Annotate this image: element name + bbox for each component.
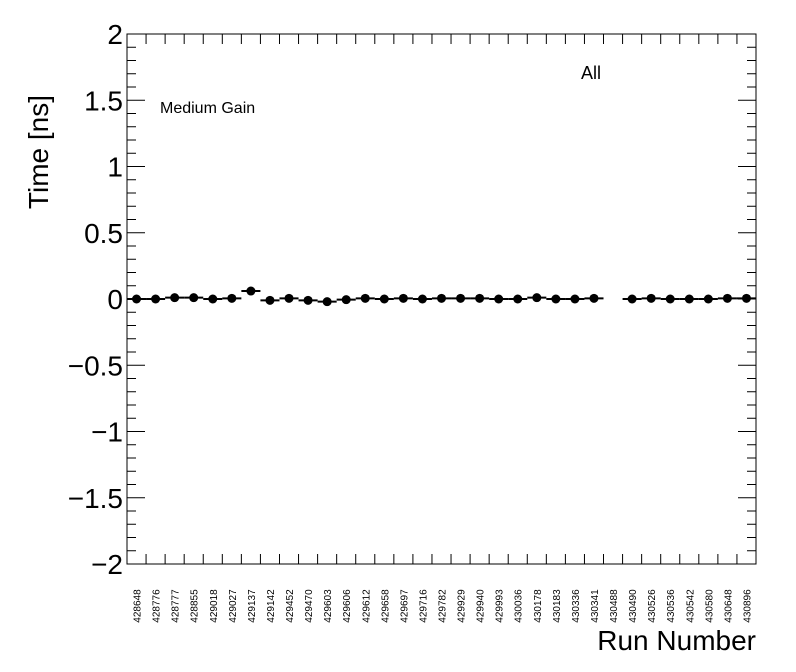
annotation: All (581, 63, 601, 83)
marker (284, 293, 294, 303)
x-tick-label: 429782 (438, 589, 449, 623)
marker (398, 293, 408, 303)
x-tick-label: 429658 (380, 589, 391, 623)
y-tick-label: 2 (107, 19, 123, 50)
x-tick-label: 430183 (552, 589, 563, 623)
marker (551, 294, 561, 304)
x-tick-label: 430896 (742, 589, 753, 623)
marker (665, 294, 675, 304)
marker (151, 294, 161, 304)
x-tick-label: 430178 (533, 589, 544, 623)
marker (627, 294, 637, 304)
x-tick-label: 429142 (266, 589, 277, 623)
x-tick-label: 430488 (609, 589, 620, 623)
marker (208, 294, 218, 304)
x-tick-label: 430336 (571, 589, 582, 623)
marker (684, 294, 694, 304)
marker (360, 293, 370, 303)
x-tick-label: 429027 (228, 589, 239, 623)
y-tick-label: −2 (91, 549, 123, 580)
marker (303, 295, 313, 305)
marker (513, 294, 523, 304)
marker (494, 294, 504, 304)
marker (570, 294, 580, 304)
marker (341, 295, 351, 305)
marker (475, 293, 485, 303)
y-tick-label: −1.5 (68, 483, 123, 514)
marker (379, 294, 389, 304)
marker (246, 286, 256, 296)
x-tick-label: 429993 (495, 589, 506, 623)
x-tick-label: 430341 (590, 589, 601, 623)
marker (417, 294, 427, 304)
y-tick-label: 0 (107, 284, 123, 315)
y-axis-label: Time [ns] (23, 95, 54, 209)
annotation: Medium Gain (160, 100, 255, 117)
x-tick-label: 429452 (285, 589, 296, 623)
x-tick-label: 429612 (361, 589, 372, 623)
marker (227, 293, 237, 303)
y-tick-label: 1.5 (84, 85, 123, 116)
marker (189, 293, 199, 303)
x-tick-label: 430536 (666, 589, 677, 623)
y-tick-label: 0.5 (84, 218, 123, 249)
x-tick-label: 429018 (209, 589, 220, 623)
x-tick-label: 430526 (647, 589, 658, 623)
marker (437, 293, 446, 303)
x-tick-label: 429137 (247, 589, 258, 623)
marker (589, 293, 599, 303)
x-tick-label: 429716 (418, 589, 429, 623)
marker (703, 294, 713, 304)
x-tick-label: 429929 (457, 589, 468, 623)
x-tick-label: 430580 (704, 589, 715, 623)
marker (265, 295, 275, 305)
x-tick-label: 429940 (476, 589, 487, 623)
x-tick-label: 430490 (628, 589, 639, 623)
x-tick-label: 430542 (685, 589, 696, 623)
marker (456, 293, 466, 303)
marker (646, 293, 656, 303)
marker (741, 293, 751, 303)
x-tick-label: 428648 (133, 589, 144, 623)
marker (322, 297, 332, 307)
x-tick-label: 428776 (152, 589, 163, 623)
marker (170, 293, 180, 303)
x-axis-label: Run Number (597, 625, 756, 656)
x-tick-label: 429697 (399, 589, 410, 623)
x-tick-label: 429603 (323, 589, 334, 623)
x-tick-label: 428855 (190, 589, 201, 623)
x-tick-label: 430036 (514, 589, 525, 623)
marker (722, 293, 732, 303)
x-tick-label: 429606 (342, 589, 353, 623)
x-tick-label: 428777 (171, 589, 182, 623)
y-tick-label: −1 (91, 417, 123, 448)
x-tick-label: 429470 (304, 589, 315, 623)
marker (532, 293, 542, 303)
marker (132, 294, 142, 304)
x-tick-label: 430648 (723, 589, 734, 623)
y-tick-label: −0.5 (68, 350, 123, 381)
y-tick-label: 1 (107, 152, 123, 183)
